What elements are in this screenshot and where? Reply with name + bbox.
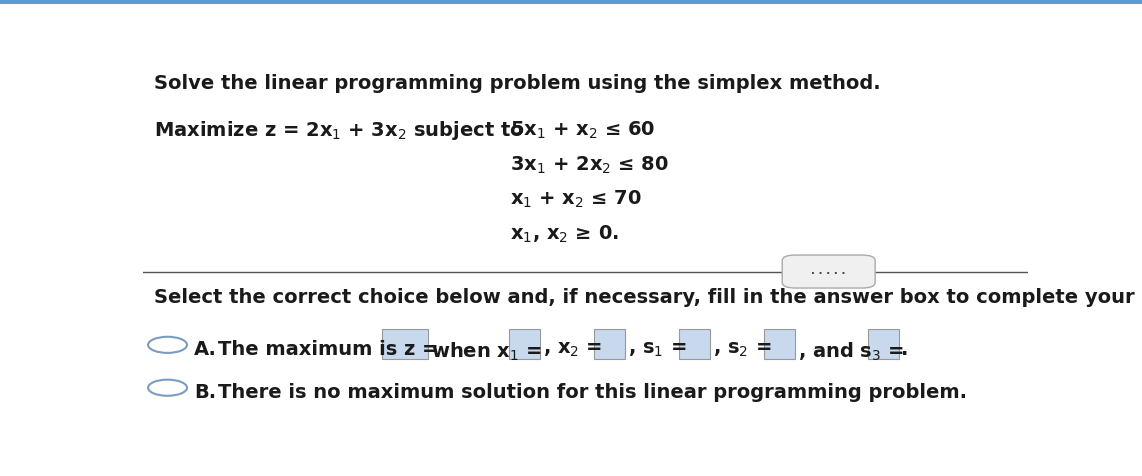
Text: Solve the linear programming problem using the simplex method.: Solve the linear programming problem usi… bbox=[154, 74, 880, 93]
Text: There is no maximum solution for this linear programming problem.: There is no maximum solution for this li… bbox=[218, 383, 967, 402]
Circle shape bbox=[148, 337, 187, 353]
FancyBboxPatch shape bbox=[594, 329, 625, 359]
Text: 3x$_1$ + 2x$_2$ ≤ 80: 3x$_1$ + 2x$_2$ ≤ 80 bbox=[510, 154, 669, 176]
Text: . . . . .: . . . . . bbox=[812, 266, 846, 276]
Text: A.: A. bbox=[194, 340, 217, 359]
FancyBboxPatch shape bbox=[764, 329, 795, 359]
Text: Select the correct choice below and, if necessary, fill in the answer box to com: Select the correct choice below and, if … bbox=[154, 288, 1142, 307]
Text: , s$_2$ =: , s$_2$ = bbox=[713, 340, 771, 359]
Text: x$_1$ + x$_2$ ≤ 70: x$_1$ + x$_2$ ≤ 70 bbox=[510, 189, 642, 210]
Circle shape bbox=[148, 380, 187, 396]
Text: when x$_1$ =: when x$_1$ = bbox=[432, 340, 542, 363]
Text: B.: B. bbox=[194, 383, 216, 402]
FancyBboxPatch shape bbox=[782, 255, 875, 288]
Text: , and s$_3$ =: , and s$_3$ = bbox=[797, 340, 903, 363]
FancyBboxPatch shape bbox=[679, 329, 710, 359]
FancyBboxPatch shape bbox=[868, 329, 900, 359]
Text: , x$_2$ =: , x$_2$ = bbox=[542, 340, 602, 359]
FancyBboxPatch shape bbox=[381, 329, 428, 359]
Text: 5x$_1$ + x$_2$ ≤ 60: 5x$_1$ + x$_2$ ≤ 60 bbox=[510, 119, 656, 141]
Text: , s$_1$ =: , s$_1$ = bbox=[628, 340, 686, 359]
Text: x$_1$, x$_2$ ≥ 0.: x$_1$, x$_2$ ≥ 0. bbox=[510, 224, 619, 245]
Text: .: . bbox=[901, 340, 909, 359]
Text: The maximum is z =: The maximum is z = bbox=[218, 340, 439, 359]
FancyBboxPatch shape bbox=[509, 329, 540, 359]
Text: Maximize z = 2x$_1$ + 3x$_2$ subject to: Maximize z = 2x$_1$ + 3x$_2$ subject to bbox=[154, 119, 524, 142]
